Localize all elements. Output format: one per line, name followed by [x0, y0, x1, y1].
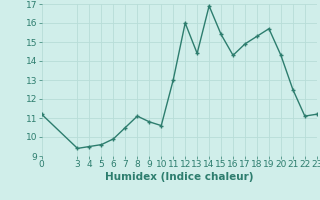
X-axis label: Humidex (Indice chaleur): Humidex (Indice chaleur): [105, 172, 253, 182]
